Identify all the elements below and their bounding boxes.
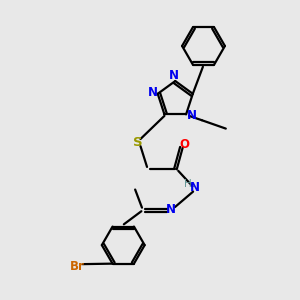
Text: H: H [184,179,192,189]
Text: N: N [169,69,179,82]
Text: Br: Br [70,260,85,273]
Text: N: N [166,203,176,216]
Text: O: O [179,138,189,151]
Text: S: S [133,136,143,149]
Text: N: N [186,110,197,122]
Text: N: N [190,181,200,194]
Text: N: N [147,86,158,99]
